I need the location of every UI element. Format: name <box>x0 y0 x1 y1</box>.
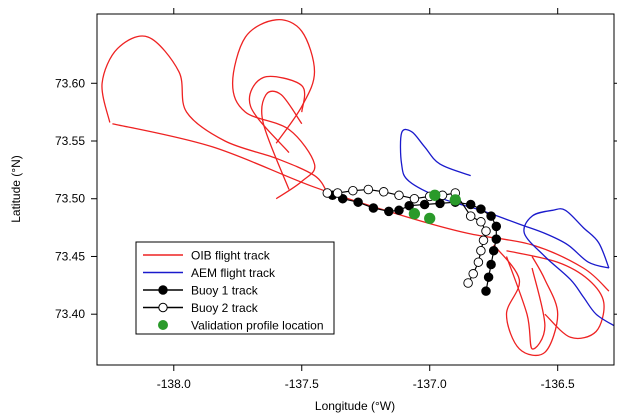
series-2-marker-18 <box>481 286 491 296</box>
series-3-marker-3 <box>363 184 374 195</box>
series-2-marker-14 <box>491 234 502 244</box>
series-0-path-3 <box>248 75 306 154</box>
series-2-marker-4 <box>384 206 394 217</box>
y-tick-label-4: 73.60 <box>55 76 85 90</box>
legend-label-1: AEM flight track <box>191 266 276 280</box>
series-0-path-6 <box>505 256 546 350</box>
series-3-marker-12 <box>481 226 491 236</box>
legend-box <box>135 241 335 335</box>
series-2-marker-5 <box>394 205 404 216</box>
legend: OIB flight track AEM flight track Buoy 1 t… <box>135 241 335 335</box>
series-2-marker-3 <box>368 203 379 213</box>
series-1-path-0 <box>399 128 610 269</box>
y-tick-label-0: 73.40 <box>55 307 85 321</box>
series-2-marker-2 <box>353 197 363 207</box>
series-2-marker-11 <box>476 204 486 214</box>
series-0-path-5 <box>493 244 559 357</box>
x-tick-label-3: -136.5 <box>541 377 575 391</box>
y-axis: 73.40 73.45 73.50 73.55 73.60 <box>55 76 617 321</box>
x-tick-label-2: -137.0 <box>413 377 447 391</box>
aem-track-layer <box>399 128 615 327</box>
series-3-marker-1 <box>332 188 343 198</box>
plot-frame <box>96 13 615 366</box>
x-axis: -138.0 -137.5 -137.0 -136.5 <box>157 8 575 391</box>
series-2-marker-13 <box>491 221 502 232</box>
legend-label-0: OIB flight track <box>191 249 271 263</box>
y-tick-label-1: 73.45 <box>55 249 85 263</box>
series-3-marker-5 <box>394 190 404 201</box>
x-axis-label: Longitude (°W) <box>315 399 395 413</box>
legend-label-2: Buoy 1 track <box>191 284 259 298</box>
series-4-marker-1 <box>449 194 461 206</box>
series-2-marker-15 <box>488 245 499 256</box>
series-2-marker-17 <box>483 272 494 282</box>
series-2-marker-10 <box>465 199 476 210</box>
series-3-marker-16 <box>468 269 478 279</box>
series-0-path-4 <box>261 90 303 190</box>
series-0-path-0 <box>101 35 328 194</box>
series-2-marker-16 <box>486 259 496 270</box>
series-3-marker-10 <box>465 211 476 221</box>
legend-marker-4 <box>158 320 168 330</box>
validation-layer <box>408 189 461 225</box>
legend-marker-3 <box>158 302 168 313</box>
series-3-marker-17 <box>463 278 473 288</box>
series-4-marker-0 <box>429 189 441 201</box>
y-tick-label-3: 73.55 <box>55 134 85 148</box>
series-3-marker-4 <box>378 187 389 197</box>
series-1-path-1 <box>523 208 615 327</box>
series-3-marker-2 <box>348 185 358 196</box>
y-axis-label: Latitude (°N) <box>9 155 23 223</box>
series-3-marker-14 <box>476 245 486 256</box>
series-2-marker-6 <box>404 200 414 211</box>
series-2-marker-7 <box>419 199 430 210</box>
series-4-marker-2 <box>408 208 421 220</box>
legend-label-3: Buoy 2 track <box>191 301 259 315</box>
series-0-path-7 <box>506 250 605 340</box>
series-0-path-2 <box>231 19 316 200</box>
series-3-marker-11 <box>476 217 486 227</box>
x-tick-label-1: -137.5 <box>285 377 319 391</box>
legend-label-4: Validation profile location <box>191 319 324 333</box>
series-2-marker-12 <box>486 211 496 221</box>
x-tick-label-0: -138.0 <box>157 377 191 391</box>
series-4-marker-3 <box>424 212 436 225</box>
series-3-marker-15 <box>473 257 484 267</box>
y-tick-label-2: 73.50 <box>55 192 85 206</box>
legend-marker-2 <box>158 285 168 295</box>
series-3-marker-6 <box>409 193 420 204</box>
series-3-marker-0 <box>322 188 333 198</box>
series-3-marker-13 <box>478 235 489 246</box>
